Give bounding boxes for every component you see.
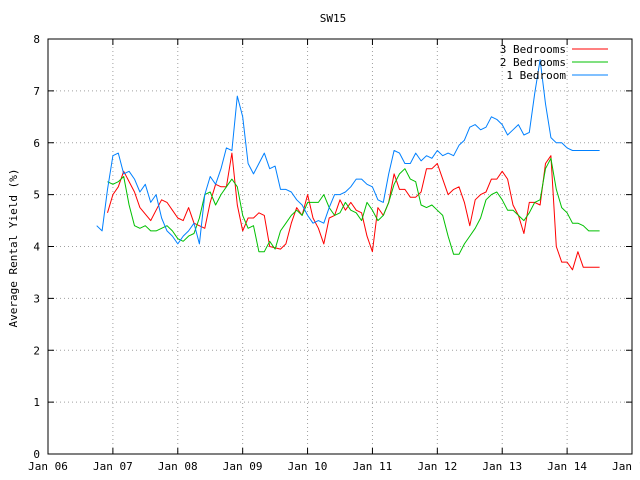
x-tick-label: Jan 11 (353, 460, 393, 473)
x-tick-label: Jan 08 (158, 460, 198, 473)
x-tick-label: Jan 09 (223, 460, 263, 473)
series-line-2-bedrooms (107, 157, 600, 255)
x-tick-label: Jan 15 (612, 460, 640, 473)
y-tick-label: 7 (33, 85, 40, 98)
y-axis-label: Average Rental Yield (%) (7, 169, 20, 328)
y-tick-label: 2 (33, 344, 40, 357)
y-tick-label: 8 (33, 33, 40, 46)
y-tick-label: 4 (33, 241, 40, 254)
x-axis: Jan 06 Jan 07 Jan 08 Jan 09 Jan 10 Jan 11 Jan … (28, 39, 640, 473)
series-line-1-bedroom (96, 59, 600, 245)
x-tick-label: Jan 12 (417, 460, 457, 473)
x-tick-label: Jan 14 (547, 460, 587, 473)
legend-label: 2 Bedrooms (500, 56, 566, 69)
legend-label: 3 Bedrooms (500, 43, 566, 56)
y-tick-label: 0 (33, 448, 40, 461)
y-tick-label: 5 (33, 189, 40, 202)
grid-lines (48, 39, 632, 454)
plot-frame (47, 38, 633, 455)
y-tick-label: 3 (33, 292, 40, 305)
x-tick-label: Jan 13 (482, 460, 522, 473)
x-tick-label: Jan 10 (288, 460, 328, 473)
series-line-3-bedrooms (107, 152, 600, 271)
plot-area (96, 59, 600, 271)
x-tick-label: Jan 06 (28, 460, 68, 473)
y-tick-label: 1 (33, 396, 40, 409)
chart-title: SW15 (320, 12, 347, 25)
x-tick-label: Jan 07 (93, 460, 133, 473)
legend-label: 1 Bedroom (506, 69, 566, 82)
y-tick-label: 6 (33, 137, 40, 150)
